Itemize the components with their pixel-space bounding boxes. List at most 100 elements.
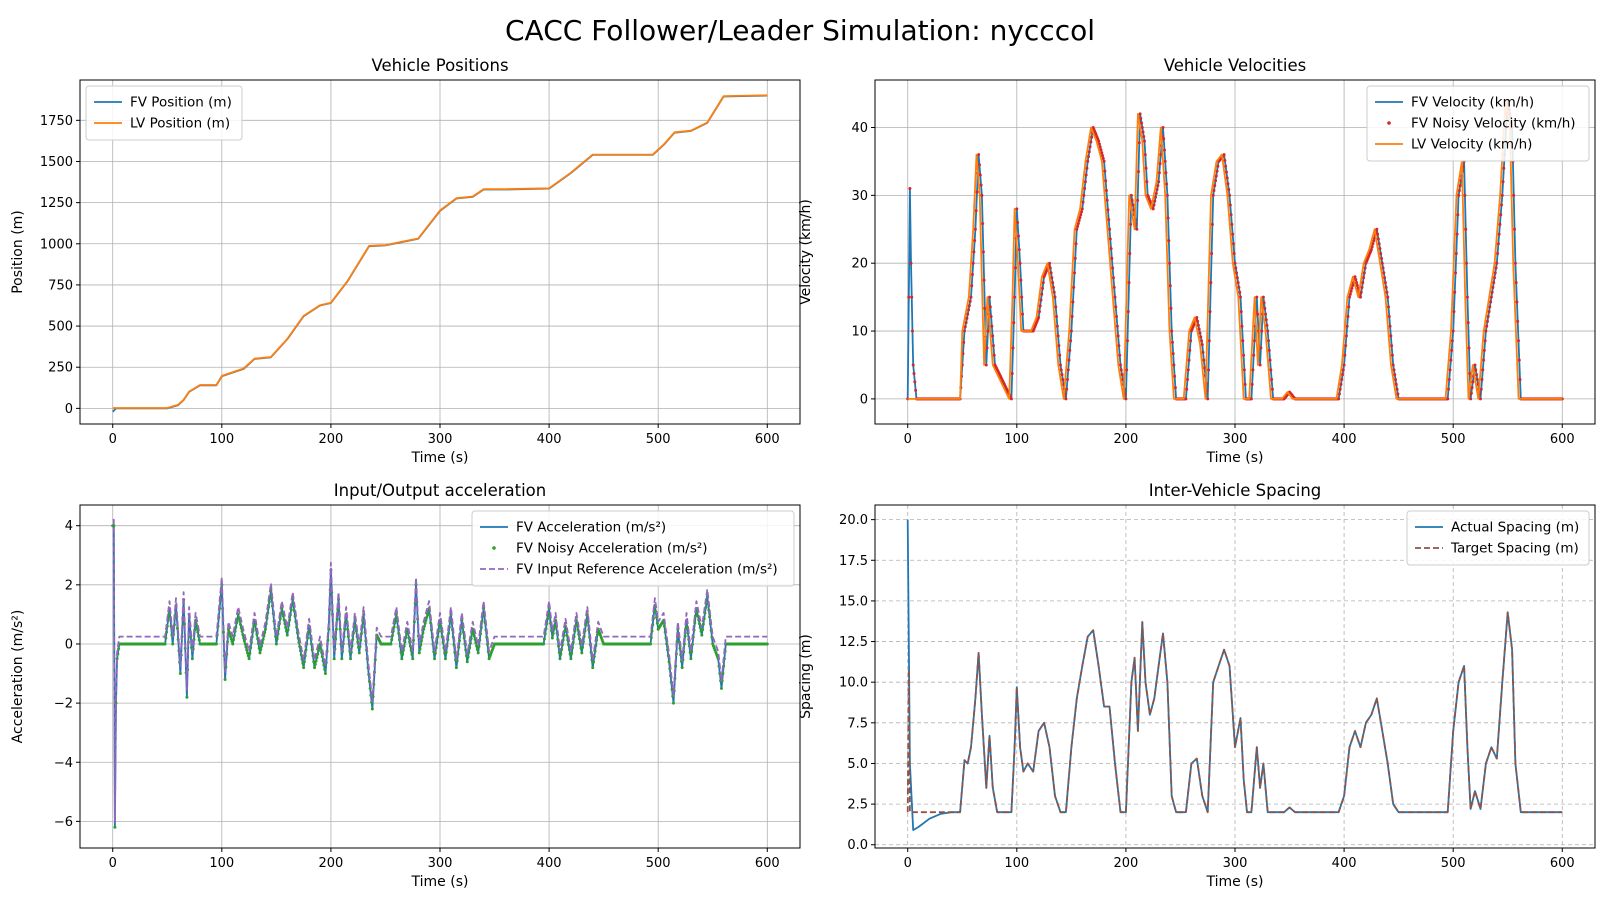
data-point bbox=[1240, 324, 1244, 328]
data-point bbox=[1516, 319, 1520, 323]
data-point bbox=[1127, 281, 1131, 285]
data-point bbox=[323, 667, 327, 671]
data-point bbox=[1235, 276, 1239, 280]
data-point bbox=[1396, 392, 1400, 396]
data-point bbox=[1049, 271, 1053, 275]
legend: FV Position (m) LV Position (m) bbox=[85, 85, 243, 141]
data-point bbox=[275, 637, 279, 641]
data-point bbox=[1011, 346, 1015, 350]
x-tick-label: 500 bbox=[1441, 856, 1466, 871]
data-point bbox=[1129, 193, 1133, 197]
data-point bbox=[424, 618, 428, 622]
data-point bbox=[1106, 208, 1110, 212]
figure-suptitle: CACC Follower/Leader Simulation: nycccol bbox=[505, 14, 1095, 47]
data-point bbox=[277, 627, 281, 631]
data-point bbox=[390, 638, 394, 642]
data-point bbox=[689, 657, 693, 661]
data-point bbox=[1489, 295, 1493, 299]
data-point bbox=[1269, 368, 1273, 372]
data-point bbox=[1252, 353, 1256, 357]
data-point bbox=[910, 295, 914, 299]
data-point bbox=[1227, 188, 1231, 192]
data-point bbox=[1059, 368, 1063, 372]
data-point bbox=[231, 642, 235, 646]
data-point bbox=[1261, 295, 1265, 299]
data-point bbox=[244, 645, 248, 649]
data-point bbox=[417, 651, 421, 655]
y-tick-label: 10 bbox=[851, 325, 868, 340]
x-tick-label: 0 bbox=[109, 856, 117, 871]
data-point bbox=[178, 672, 182, 676]
data-point bbox=[263, 627, 267, 631]
data-point bbox=[1232, 252, 1236, 256]
data-point bbox=[245, 648, 249, 652]
data-point bbox=[1241, 339, 1245, 343]
data-point bbox=[1470, 386, 1474, 390]
data-point bbox=[1079, 210, 1083, 214]
x-tick-label: 300 bbox=[1223, 856, 1248, 871]
data-point bbox=[282, 618, 286, 622]
subplot-inter-vehicle-spacing: 0 100 200 300 400 500 600 0.0 2.5 5.0 7.5 10.0 12.5 1… bbox=[798, 481, 1596, 890]
data-point bbox=[1485, 324, 1489, 328]
data-point bbox=[1197, 327, 1201, 331]
data-point bbox=[576, 628, 580, 632]
data-point bbox=[274, 642, 278, 646]
data-point bbox=[649, 642, 653, 646]
data-point bbox=[439, 624, 443, 628]
data-point bbox=[911, 363, 915, 367]
data-point bbox=[1156, 184, 1160, 188]
data-point bbox=[1464, 227, 1468, 231]
data-point bbox=[313, 666, 317, 670]
data-point bbox=[1450, 348, 1454, 352]
data-point bbox=[1053, 295, 1057, 299]
data-point bbox=[1066, 368, 1070, 372]
data-point bbox=[322, 663, 326, 667]
data-point bbox=[1475, 378, 1479, 382]
data-point bbox=[1370, 245, 1374, 249]
data-point bbox=[1474, 368, 1478, 372]
data-point bbox=[569, 657, 573, 661]
y-tick-label: 20 bbox=[851, 257, 868, 272]
data-point bbox=[662, 624, 666, 628]
data-point bbox=[1203, 366, 1207, 370]
data-point bbox=[570, 651, 574, 655]
y-tick-label: 12.5 bbox=[839, 635, 868, 650]
data-point bbox=[1201, 350, 1205, 354]
data-point bbox=[1235, 271, 1239, 275]
data-point bbox=[1453, 290, 1457, 294]
data-point bbox=[1267, 348, 1271, 352]
data-point bbox=[1041, 281, 1045, 285]
data-point bbox=[1259, 346, 1263, 350]
data-point bbox=[1076, 224, 1080, 228]
data-point bbox=[1482, 348, 1486, 352]
legend: FV Acceleration (m/s²) FV Noisy Accelerat… bbox=[471, 510, 795, 587]
x-tick-label: 200 bbox=[318, 432, 343, 447]
data-point bbox=[1393, 373, 1397, 377]
data-point bbox=[295, 625, 299, 629]
data-point bbox=[1255, 295, 1259, 299]
x-tick-label: 500 bbox=[646, 856, 671, 871]
data-point bbox=[357, 651, 361, 655]
data-point bbox=[1170, 340, 1174, 344]
data-point bbox=[1083, 187, 1087, 191]
data-point bbox=[486, 642, 490, 646]
data-point bbox=[1200, 343, 1204, 347]
x-axis-label: Time (s) bbox=[411, 450, 469, 466]
data-point bbox=[1188, 348, 1192, 352]
data-point bbox=[399, 650, 403, 654]
data-point bbox=[1237, 285, 1241, 289]
data-point bbox=[246, 651, 250, 655]
data-point bbox=[1213, 184, 1217, 188]
data-point bbox=[1090, 135, 1094, 139]
y-tick-label: 40 bbox=[851, 121, 868, 136]
data-point bbox=[696, 614, 700, 618]
data-point bbox=[988, 305, 992, 309]
data-point bbox=[1143, 153, 1147, 157]
data-point bbox=[989, 315, 993, 319]
data-point bbox=[1154, 195, 1158, 199]
data-point bbox=[967, 308, 971, 312]
data-point bbox=[1488, 305, 1492, 309]
legend-box bbox=[1366, 85, 1590, 162]
data-point bbox=[979, 183, 983, 187]
x-tick-label: 400 bbox=[1332, 432, 1357, 447]
